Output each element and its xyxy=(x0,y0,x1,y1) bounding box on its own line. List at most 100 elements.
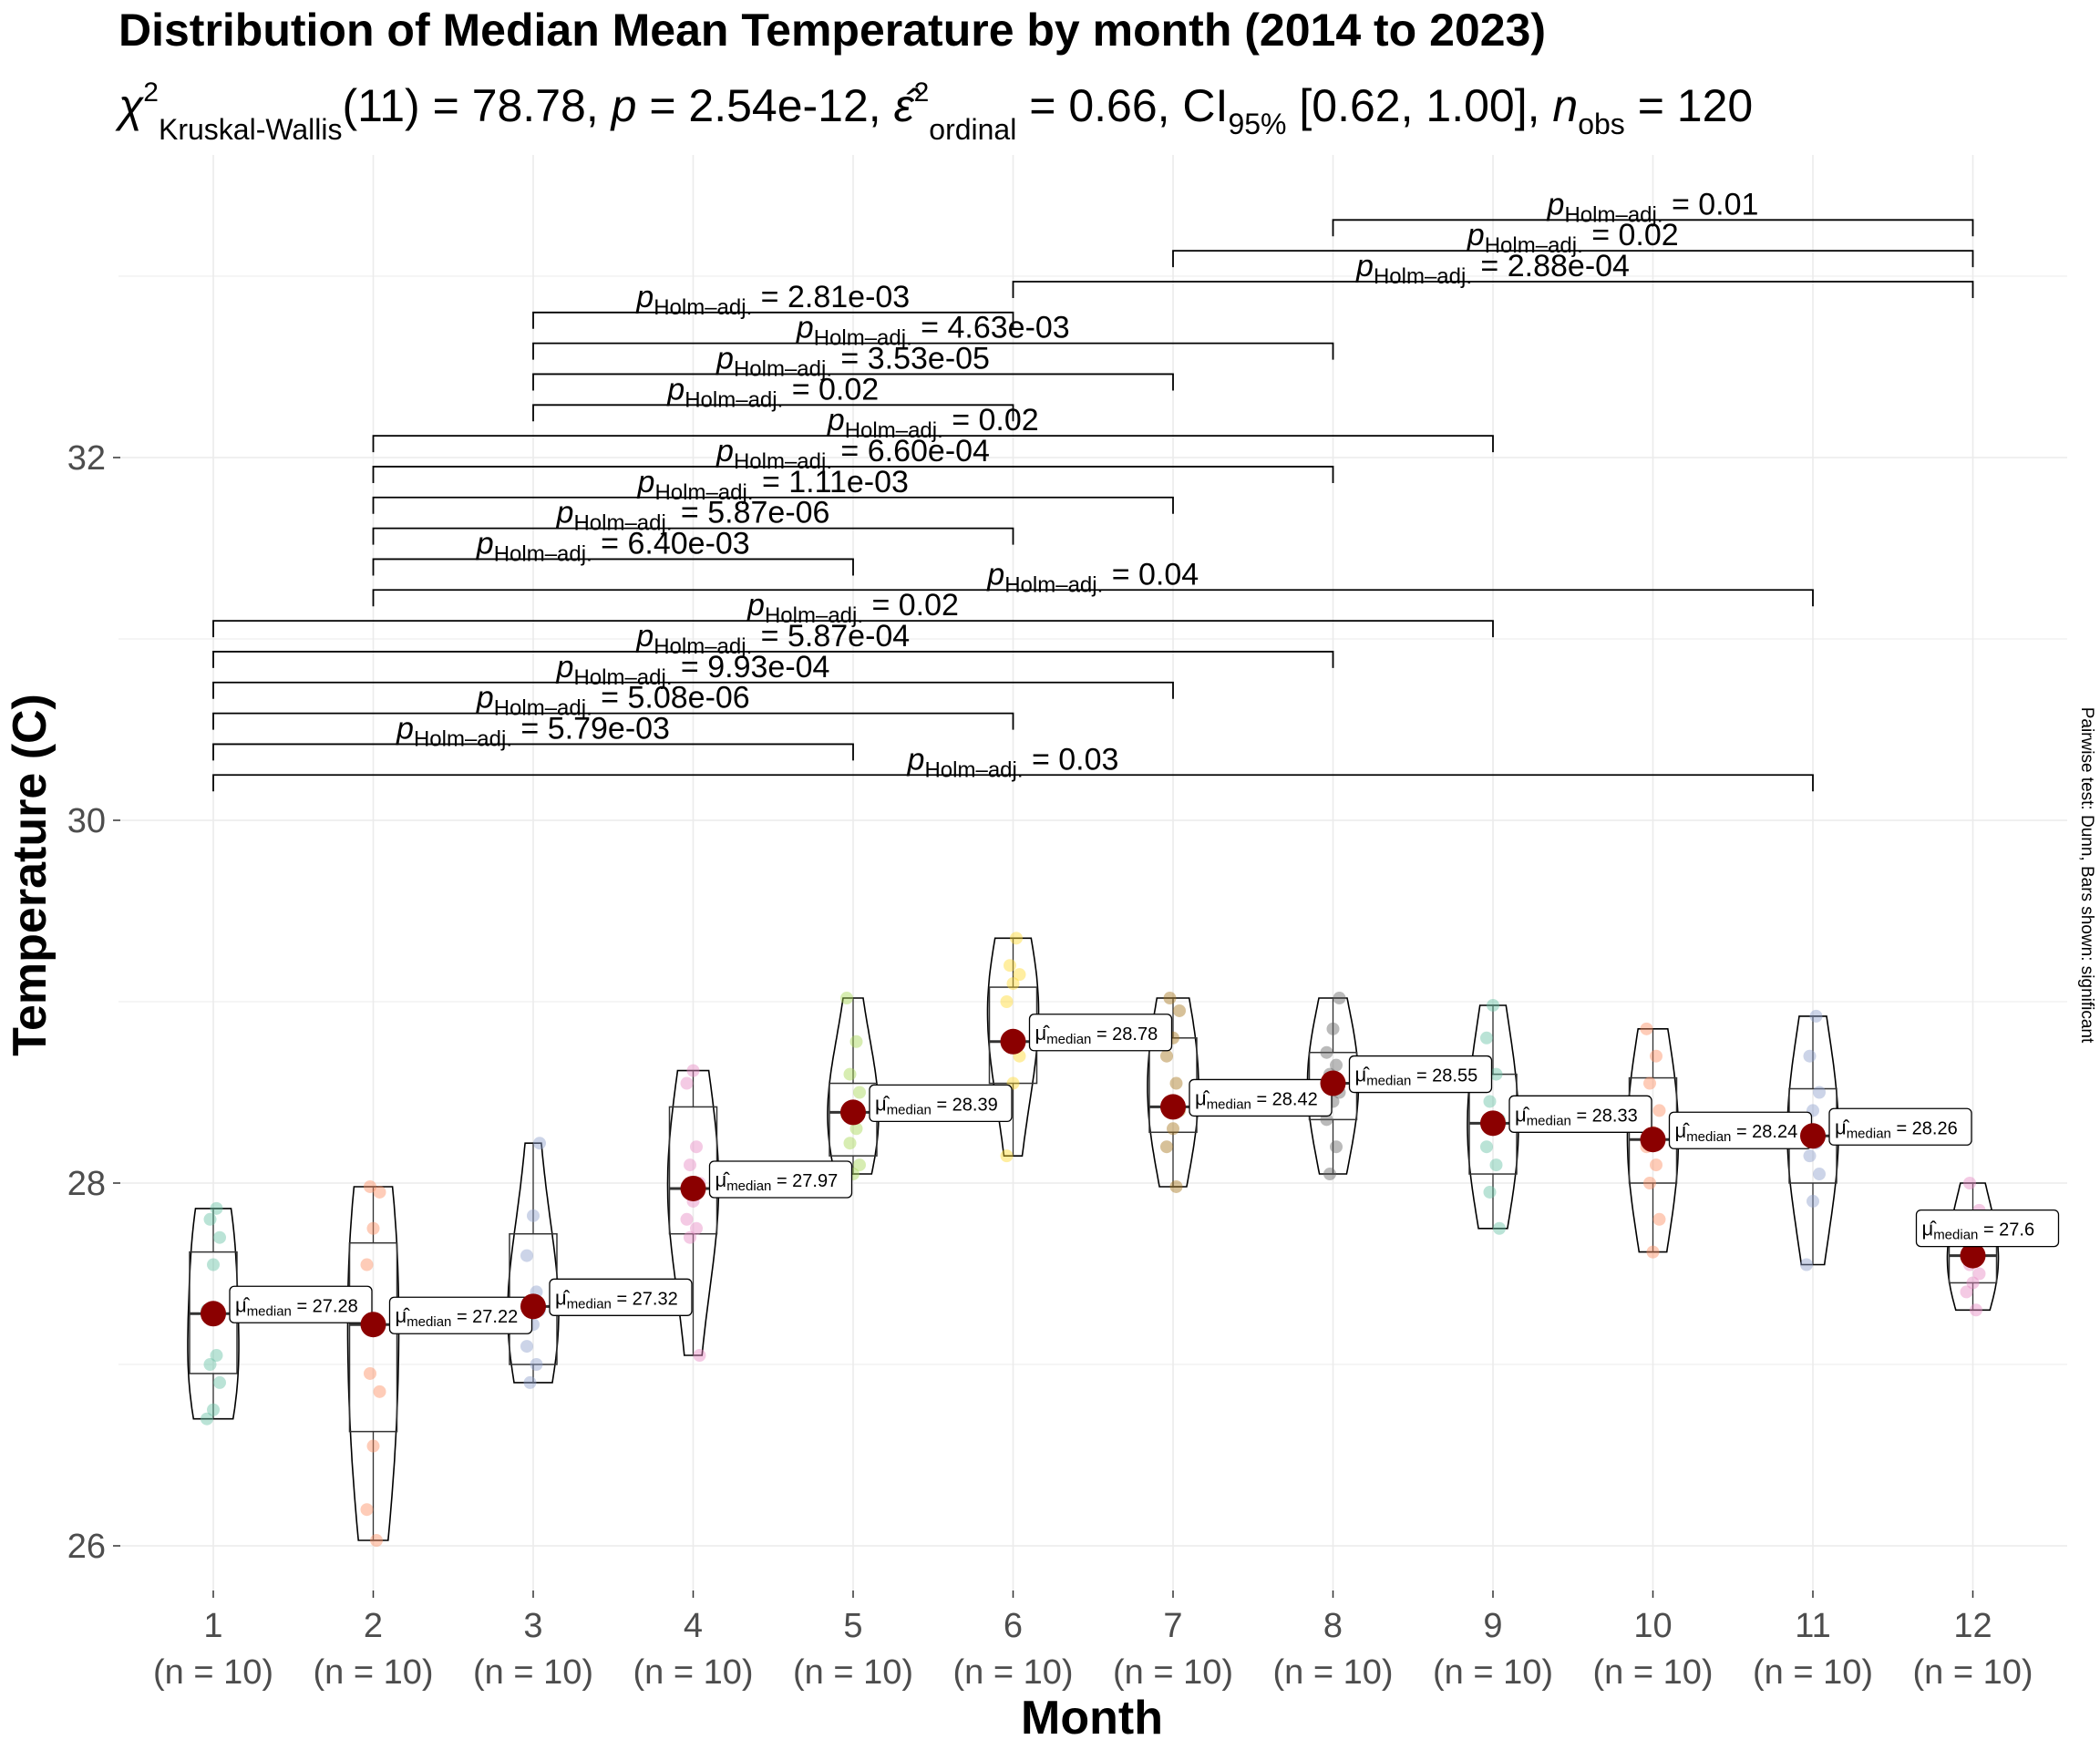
data-point xyxy=(1326,1022,1340,1035)
x-tick-label: 9 xyxy=(1483,1607,1502,1645)
data-point xyxy=(1493,1221,1506,1235)
median-label-month-10: μ̂median = 28.24 xyxy=(1675,1119,1798,1145)
comparison-bracket xyxy=(532,311,1014,329)
grid xyxy=(118,155,2067,1590)
comparison-bracket xyxy=(372,466,1334,483)
data-point xyxy=(373,1185,386,1199)
x-tick-label: 11 xyxy=(1795,1607,1830,1645)
x-tick-count: (n = 10) xyxy=(1592,1653,1713,1692)
median-label-month-7: μ̂median = 28.42 xyxy=(1195,1086,1318,1112)
median-point-month-12 xyxy=(1960,1242,1986,1269)
data-point xyxy=(207,1403,220,1416)
data-point xyxy=(1972,1267,1986,1281)
data-point xyxy=(366,1221,380,1235)
median-label-box xyxy=(549,1278,693,1316)
median-label-box xyxy=(869,1084,1013,1123)
comparison-p-label: pHolm–adj. = 2.88e-04 xyxy=(1355,249,1630,289)
comparison-bracket xyxy=(372,589,1814,607)
comparison-bracket xyxy=(372,527,1014,545)
data-point xyxy=(1013,968,1026,982)
median-label-box xyxy=(1028,1014,1173,1052)
data-point xyxy=(1167,1122,1179,1136)
x-tick-count: (n = 10) xyxy=(313,1653,433,1692)
data-point xyxy=(366,1439,380,1453)
data-point xyxy=(213,1375,226,1389)
comparison-bracket xyxy=(532,404,1014,422)
data-point xyxy=(1803,1049,1817,1063)
data-point xyxy=(1483,1185,1497,1199)
comparison-bracket xyxy=(532,373,1174,391)
data-point xyxy=(1650,1158,1662,1172)
median-label-box xyxy=(1348,1055,1493,1094)
chart-caption: Pairwise test: Dunn, Bars shown: signifi… xyxy=(2077,707,2096,1044)
data-point xyxy=(843,1137,857,1150)
data-point xyxy=(1489,1158,1503,1172)
data-point xyxy=(693,1349,706,1363)
y-tick-label: 32 xyxy=(67,439,106,478)
data-point xyxy=(1333,992,1346,1005)
data-point xyxy=(1480,1140,1493,1154)
data-point xyxy=(1160,1049,1173,1063)
data-point xyxy=(1000,1149,1014,1163)
comparison-p-label: pHolm–adj. = 5.08e-06 xyxy=(476,681,750,721)
x-tick-count: (n = 10) xyxy=(153,1653,273,1692)
data-point xyxy=(207,1258,220,1271)
median-point-month-9 xyxy=(1480,1110,1506,1137)
data-point xyxy=(840,992,853,1005)
data-point xyxy=(1330,1140,1343,1154)
median-point-month-10 xyxy=(1640,1127,1666,1153)
comparison-p-label: pHolm–adj. = 0.04 xyxy=(986,557,1199,597)
comparison-bracket xyxy=(372,496,1174,514)
median-label-month-2: μ̂median = 27.22 xyxy=(396,1304,519,1330)
y-axis-title: Temperature (C) xyxy=(4,694,57,1056)
data-point xyxy=(530,1358,543,1371)
data-point xyxy=(210,1349,223,1363)
comparison-bracket xyxy=(212,620,1494,638)
data-point xyxy=(1643,1076,1656,1090)
comparison-bracket xyxy=(212,743,854,761)
x-tick-count: (n = 10) xyxy=(1433,1653,1553,1692)
comparison-bracket xyxy=(1012,281,1974,298)
violin-month-1 xyxy=(187,1208,240,1420)
comparison-bracket xyxy=(212,651,1334,668)
data-point xyxy=(1652,1212,1666,1226)
y-axis: 26 28 30 32 xyxy=(67,439,120,1566)
x-tick-count: (n = 10) xyxy=(1753,1653,1873,1692)
median-point-month-11 xyxy=(1800,1123,1826,1149)
data-point xyxy=(1960,1285,1973,1299)
median-label-box xyxy=(229,1285,373,1323)
data-point xyxy=(690,1140,703,1154)
comparison-p-label: pHolm–adj. = 0.02 xyxy=(827,403,1039,443)
x-tick-label: 12 xyxy=(1953,1607,1992,1645)
x-tick-label: 2 xyxy=(364,1607,383,1645)
comparison-bracket xyxy=(1332,219,1974,237)
x-tick-count: (n = 10) xyxy=(793,1653,913,1692)
data-point xyxy=(1646,1245,1660,1259)
data-point xyxy=(690,1221,703,1235)
data-point xyxy=(1809,1009,1823,1023)
data-point xyxy=(1483,1095,1497,1108)
comparison-p-label: pHolm–adj. = 5.87e-04 xyxy=(635,619,910,659)
data-point xyxy=(533,1137,546,1150)
y-tick-label: 28 xyxy=(67,1165,106,1203)
data-point xyxy=(1169,1179,1183,1193)
comparison-p-label: pHolm–adj. = 3.53e-05 xyxy=(715,341,990,381)
data-point xyxy=(1487,998,1499,1012)
median-label-box xyxy=(1189,1078,1333,1117)
comparison-p-label: pHolm–adj. = 0.02 xyxy=(746,588,959,628)
x-tick-count: (n = 10) xyxy=(1912,1653,2033,1692)
median-label-box xyxy=(1508,1095,1652,1133)
data-point xyxy=(849,1122,863,1136)
comparison-p-label: pHolm–adj. = 9.93e-04 xyxy=(556,650,830,690)
data-point xyxy=(370,1534,383,1548)
x-tick-count: (n = 10) xyxy=(473,1653,593,1692)
data-point xyxy=(1489,1067,1503,1081)
median-point-month-4 xyxy=(680,1175,706,1201)
comparison-p-label: pHolm–adj. = 0.03 xyxy=(907,742,1119,782)
data-point xyxy=(364,1366,376,1380)
median-label-month-4: μ̂median = 27.97 xyxy=(715,1168,839,1194)
x-tick-label: 8 xyxy=(1323,1607,1343,1645)
data-point xyxy=(684,1230,696,1244)
median-label-box xyxy=(1828,1107,1972,1146)
